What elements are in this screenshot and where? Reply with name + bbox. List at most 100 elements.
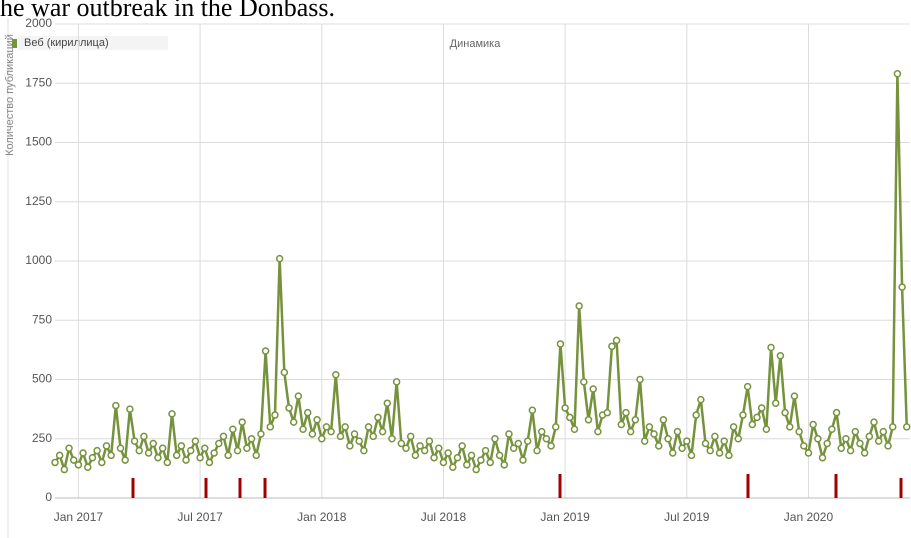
data-point	[336, 432, 345, 441]
data-point	[477, 456, 485, 464]
data-point	[673, 427, 682, 436]
data-point	[93, 446, 101, 455]
x-tick-label: Jan 2018	[297, 510, 347, 524]
data-point	[580, 378, 588, 386]
data-point	[767, 343, 775, 352]
data-point	[903, 423, 911, 431]
data-point	[795, 427, 803, 436]
data-point	[547, 442, 555, 450]
data-point	[233, 446, 242, 455]
data-point	[458, 442, 466, 450]
data-point	[533, 446, 541, 455]
data-point	[453, 453, 462, 462]
data-point	[860, 449, 869, 457]
data-point	[350, 430, 359, 438]
data-point	[603, 408, 611, 417]
data-point	[472, 465, 480, 474]
data-point	[645, 423, 654, 431]
data-point	[420, 446, 429, 455]
data-point	[191, 437, 200, 445]
data-point	[224, 451, 232, 460]
data-point	[439, 458, 448, 467]
data-point	[898, 283, 906, 291]
data-point	[734, 435, 743, 443]
data-point	[706, 446, 714, 455]
data-point	[846, 446, 855, 455]
data-point	[60, 465, 69, 474]
data-point	[622, 408, 630, 417]
legend-label: Веб (кириллица)	[24, 37, 109, 49]
data-point	[584, 416, 593, 424]
data-point	[430, 453, 438, 462]
data-point	[229, 425, 237, 434]
data-point	[570, 425, 579, 434]
data-point	[112, 401, 120, 410]
event-markers	[131, 474, 903, 498]
data-point	[650, 430, 658, 438]
data-point	[388, 435, 396, 443]
data-point	[687, 451, 696, 460]
data-point	[374, 413, 382, 422]
data-point	[168, 410, 176, 418]
data-point	[888, 423, 897, 431]
data-point	[275, 254, 284, 263]
y-tick-label: 1500	[25, 135, 52, 149]
data-point	[182, 456, 190, 464]
data-point	[416, 442, 424, 450]
data-point	[318, 435, 326, 443]
data-point	[98, 458, 106, 467]
data-point	[149, 439, 158, 448]
x-tick-label: Jul 2018	[421, 510, 467, 524]
data-point	[289, 418, 298, 426]
data-point	[74, 461, 83, 469]
data-point	[247, 435, 256, 443]
data-point	[612, 336, 621, 345]
data-point	[762, 425, 771, 434]
y-tick-label: 2000	[25, 16, 52, 30]
data-point	[154, 453, 162, 462]
data-point	[346, 442, 354, 450]
data-point	[729, 423, 738, 431]
data-point	[294, 392, 303, 400]
data-point	[467, 451, 476, 460]
data-point	[172, 451, 181, 460]
data-point	[364, 423, 373, 431]
data-point	[814, 435, 822, 443]
data-point	[720, 437, 728, 445]
data-point	[261, 347, 270, 355]
data-point	[832, 408, 841, 417]
data-point	[201, 444, 209, 452]
data-point	[500, 461, 509, 469]
y-tick-label: 500	[32, 372, 52, 386]
data-point	[116, 444, 125, 452]
data-point	[486, 458, 494, 467]
data-point	[65, 444, 73, 452]
data-point	[158, 444, 167, 452]
data-point	[542, 435, 551, 443]
data-point	[519, 456, 527, 464]
data-point	[463, 461, 471, 469]
y-tick-label: 250	[32, 431, 52, 445]
data-point	[711, 432, 719, 441]
data-point	[88, 453, 97, 462]
chart-subtitle: Динамика	[450, 38, 502, 50]
data-point	[893, 70, 902, 78]
data-point	[444, 449, 452, 457]
data-point	[659, 416, 668, 424]
data-point	[238, 418, 246, 426]
data-point	[505, 430, 513, 438]
data-point	[809, 420, 817, 429]
data-point	[186, 446, 195, 455]
data-point	[341, 423, 349, 431]
data-point	[177, 442, 186, 450]
data-point	[678, 444, 686, 452]
data-point	[266, 423, 275, 431]
data-point	[640, 437, 649, 445]
data-point	[617, 420, 626, 429]
y-axis-label: Количество публикаций	[4, 34, 16, 156]
data-point	[509, 444, 518, 452]
data-point	[126, 405, 134, 413]
data-point	[781, 408, 789, 417]
y-tick-label: 1000	[25, 253, 52, 267]
data-point	[879, 427, 888, 436]
